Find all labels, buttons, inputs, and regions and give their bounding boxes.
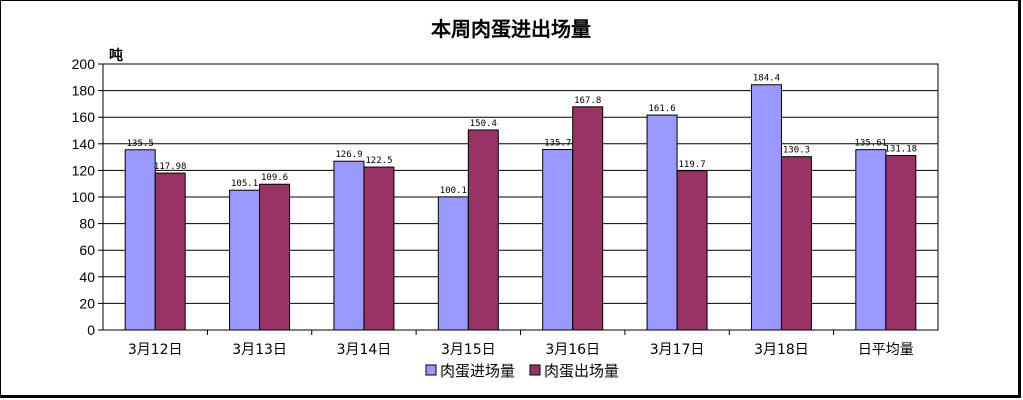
data-label-s0-7: 135.61 (855, 139, 888, 149)
x-tick-label-2: 3月14日 (337, 342, 392, 358)
x-tick-label-4: 3月16日 (545, 342, 600, 358)
axes: 0 20 40 60 80 100 120 140 160 180 200 3月12日 3月13日 3月1… (72, 56, 938, 358)
bar-s0-4 (542, 149, 574, 331)
data-label-s1-0: 117.98 (154, 162, 187, 172)
bar-s0-6 (750, 84, 782, 331)
bar-s0-1 (229, 189, 261, 331)
data-label-s1-1: 109.6 (261, 173, 288, 183)
bar-s1-1 (259, 183, 291, 331)
y-tick-label-0: 0 (87, 322, 95, 338)
data-label-s1-2: 122.5 (365, 156, 392, 166)
data-label-s0-5: 161.6 (649, 104, 676, 114)
bar-s1-0 (154, 172, 186, 331)
legend-swatch-0 (425, 364, 437, 376)
y-tick-label-1: 20 (79, 295, 95, 311)
data-label-s1-5: 119.7 (679, 160, 706, 170)
y-tick-label-3: 60 (79, 242, 95, 258)
bar-s1-3 (467, 129, 499, 331)
data-label-s1-4: 167.8 (574, 96, 601, 106)
data-label-s1-7: 131.18 (885, 145, 918, 155)
bar-s0-0 (124, 149, 156, 331)
data-label-s1-6: 130.3 (783, 146, 810, 156)
y-tick-label-7: 140 (72, 136, 96, 152)
y-tick-label-8: 160 (72, 109, 96, 125)
y-tick-label-6: 120 (72, 162, 96, 178)
x-tick-label-1: 3月13日 (232, 342, 287, 358)
data-label-s0-6: 184.4 (753, 74, 780, 84)
y-tick-label-9: 180 (72, 83, 96, 99)
x-tick-label-6: 3月18日 (754, 342, 809, 358)
x-tick-label-0: 3月12日 (128, 342, 183, 358)
legend-label-0: 肉蛋进场量 (440, 362, 515, 380)
data-label-s0-3: 100.1 (440, 186, 467, 196)
data-label-s0-1: 105.1 (231, 179, 258, 189)
data-label-s0-2: 126.9 (335, 150, 362, 160)
bar-s0-3 (437, 196, 469, 331)
legend-label-1: 肉蛋出场量 (544, 362, 619, 380)
bar-s1-2 (363, 166, 395, 331)
bar-s0-7 (855, 149, 887, 331)
chart-title: 本周肉蛋进出场量 (431, 17, 591, 41)
bar-s1-4 (572, 106, 604, 331)
data-label-s0-0: 135.5 (127, 139, 154, 149)
gridlines (102, 63, 939, 331)
legend: 肉蛋进场量 肉蛋出场量 (425, 362, 619, 380)
x-tick-label-7: 日平均量 (858, 342, 914, 358)
x-tick-label-3: 3月15日 (441, 342, 496, 358)
legend-swatch-1 (529, 364, 541, 376)
y-tick-label-10: 200 (72, 56, 96, 72)
x-tick-label-5: 3月17日 (650, 342, 705, 358)
y-tick-label-2: 40 (79, 269, 95, 285)
data-label-s0-4: 135.7 (544, 139, 571, 149)
bar-s1-7 (885, 155, 917, 331)
y-tick-label-4: 80 (79, 216, 95, 232)
y-tick-label-5: 100 (72, 189, 96, 205)
bar-s1-5 (676, 170, 708, 331)
bar-s1-6 (780, 156, 812, 331)
y-axis-unit-label: 吨 (109, 47, 123, 64)
data-label-s1-3: 150.4 (470, 119, 497, 129)
bar-s0-5 (646, 114, 678, 331)
bar-s0-2 (333, 160, 365, 331)
